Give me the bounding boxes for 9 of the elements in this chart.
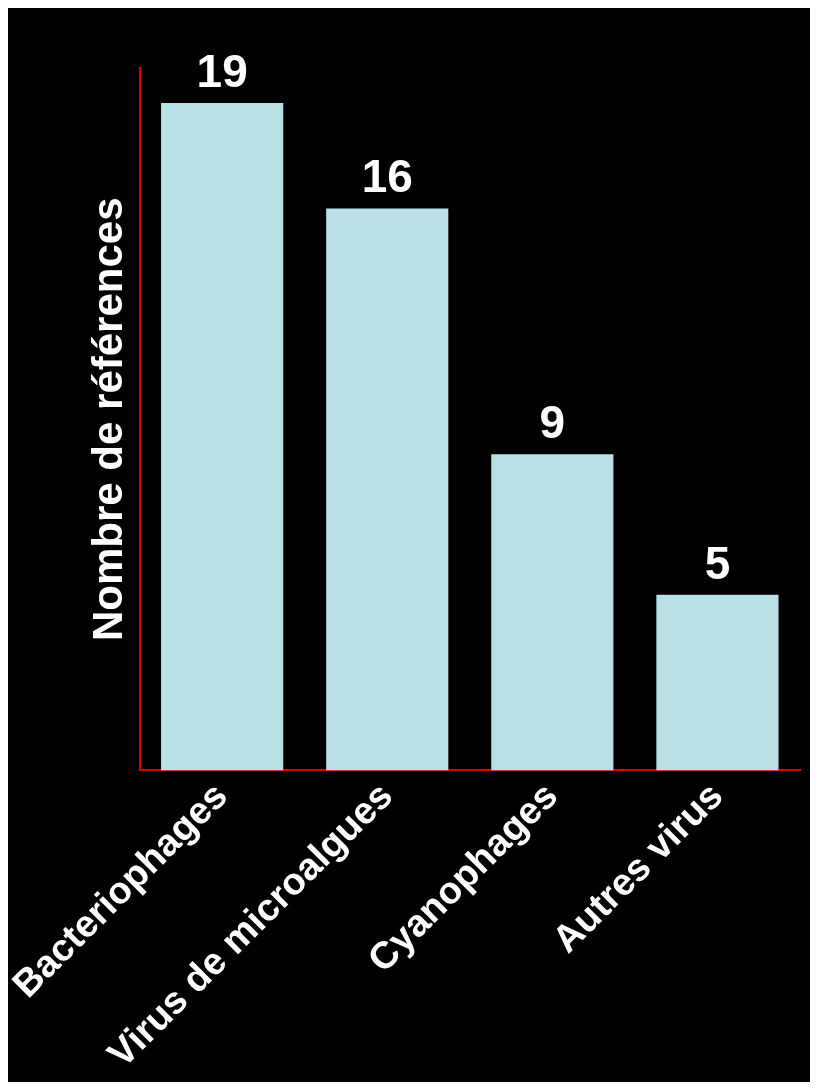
y-axis-title: Nombre de références: [83, 197, 131, 641]
bar: [326, 208, 449, 771]
data-label: 9: [539, 396, 566, 449]
data-label: 19: [196, 44, 248, 97]
bar: [656, 594, 779, 771]
data-label: 16: [361, 150, 413, 203]
data-label: 5: [704, 536, 731, 589]
bar: [161, 103, 284, 771]
bar: [491, 454, 614, 771]
